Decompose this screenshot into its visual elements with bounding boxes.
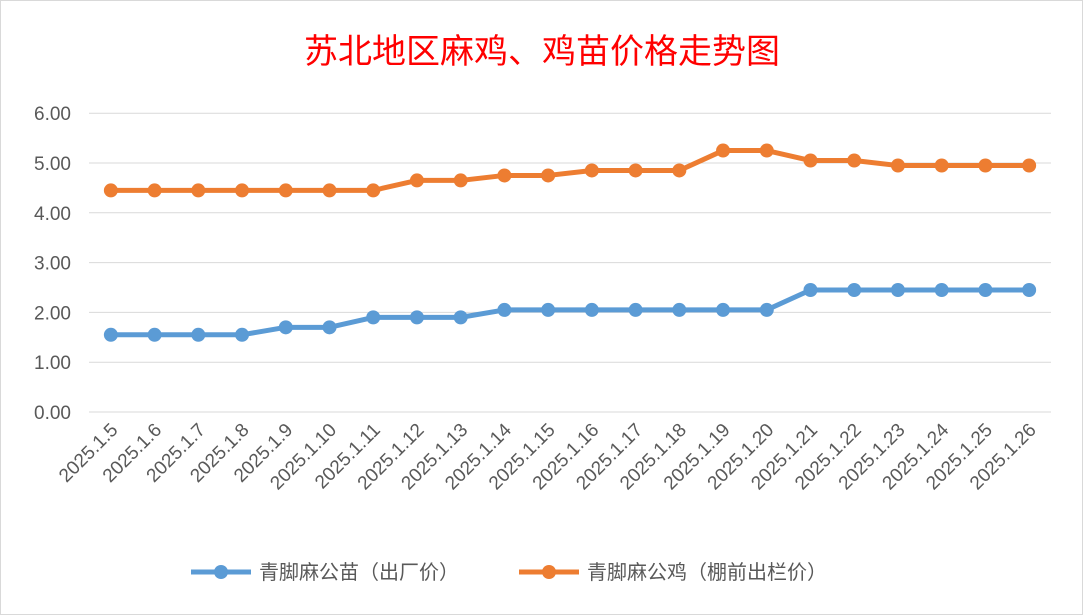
y-tick-label: 0.00 xyxy=(34,403,71,424)
series-group xyxy=(103,143,1037,342)
data-point xyxy=(366,183,381,198)
data-point xyxy=(191,327,206,342)
y-tick-label: 4.00 xyxy=(34,204,71,225)
data-point xyxy=(628,163,643,178)
data-point xyxy=(847,282,862,297)
y-tick-label: 6.00 xyxy=(34,104,71,125)
data-point xyxy=(716,143,731,158)
data-point xyxy=(584,163,599,178)
data-point xyxy=(322,320,337,335)
data-point xyxy=(672,302,687,317)
y-tick-label: 2.00 xyxy=(34,303,71,324)
data-point xyxy=(934,158,949,173)
y-axis-ticks: 0.00 1.00 2.00 3.00 4.00 5.00 6.00 xyxy=(34,104,71,424)
data-point xyxy=(1022,158,1037,173)
legend-marker xyxy=(542,565,556,579)
data-point xyxy=(803,153,818,168)
legend-marker xyxy=(214,565,228,579)
data-point xyxy=(497,168,512,183)
data-point xyxy=(235,183,250,198)
data-point xyxy=(803,282,818,297)
data-point xyxy=(147,327,162,342)
data-point xyxy=(453,173,468,188)
data-point xyxy=(716,302,731,317)
data-point xyxy=(541,302,556,317)
series-line xyxy=(110,287,1030,338)
data-point xyxy=(278,183,293,198)
data-point xyxy=(235,327,250,342)
data-point xyxy=(1022,282,1037,297)
data-point xyxy=(278,320,293,335)
data-point xyxy=(497,302,512,317)
y-tick-label: 3.00 xyxy=(34,254,71,275)
data-point xyxy=(541,168,556,183)
data-point xyxy=(322,183,337,198)
series-line xyxy=(110,148,1030,193)
legend: 青脚麻公苗（出厂价） 青脚麻公鸡（棚前出栏价） xyxy=(191,560,827,584)
data-point xyxy=(628,302,643,317)
data-point xyxy=(672,163,687,178)
gridlines xyxy=(89,112,1051,413)
legend-label: 青脚麻公苗（出厂价） xyxy=(259,560,459,584)
x-axis-ticks: 2025.1.52025.1.62025.1.72025.1.82025.1.9… xyxy=(55,419,1040,494)
chart-title: 苏北地区麻鸡、鸡苗价格走势图 xyxy=(304,32,780,72)
data-point xyxy=(847,153,862,168)
data-point xyxy=(934,282,949,297)
data-point xyxy=(453,310,468,325)
legend-label: 青脚麻公鸡（棚前出栏价） xyxy=(587,560,827,584)
data-point xyxy=(890,158,905,173)
data-point xyxy=(191,183,206,198)
data-point xyxy=(103,327,118,342)
data-point xyxy=(147,183,162,198)
data-point xyxy=(409,173,424,188)
data-point xyxy=(759,143,774,158)
data-point xyxy=(978,282,993,297)
data-point xyxy=(584,302,599,317)
y-tick-label: 1.00 xyxy=(34,353,71,374)
data-point xyxy=(409,310,424,325)
data-point xyxy=(978,158,993,173)
data-point xyxy=(366,310,381,325)
data-point xyxy=(890,282,905,297)
data-point xyxy=(103,183,118,198)
data-point xyxy=(759,302,774,317)
y-tick-label: 5.00 xyxy=(34,154,71,175)
